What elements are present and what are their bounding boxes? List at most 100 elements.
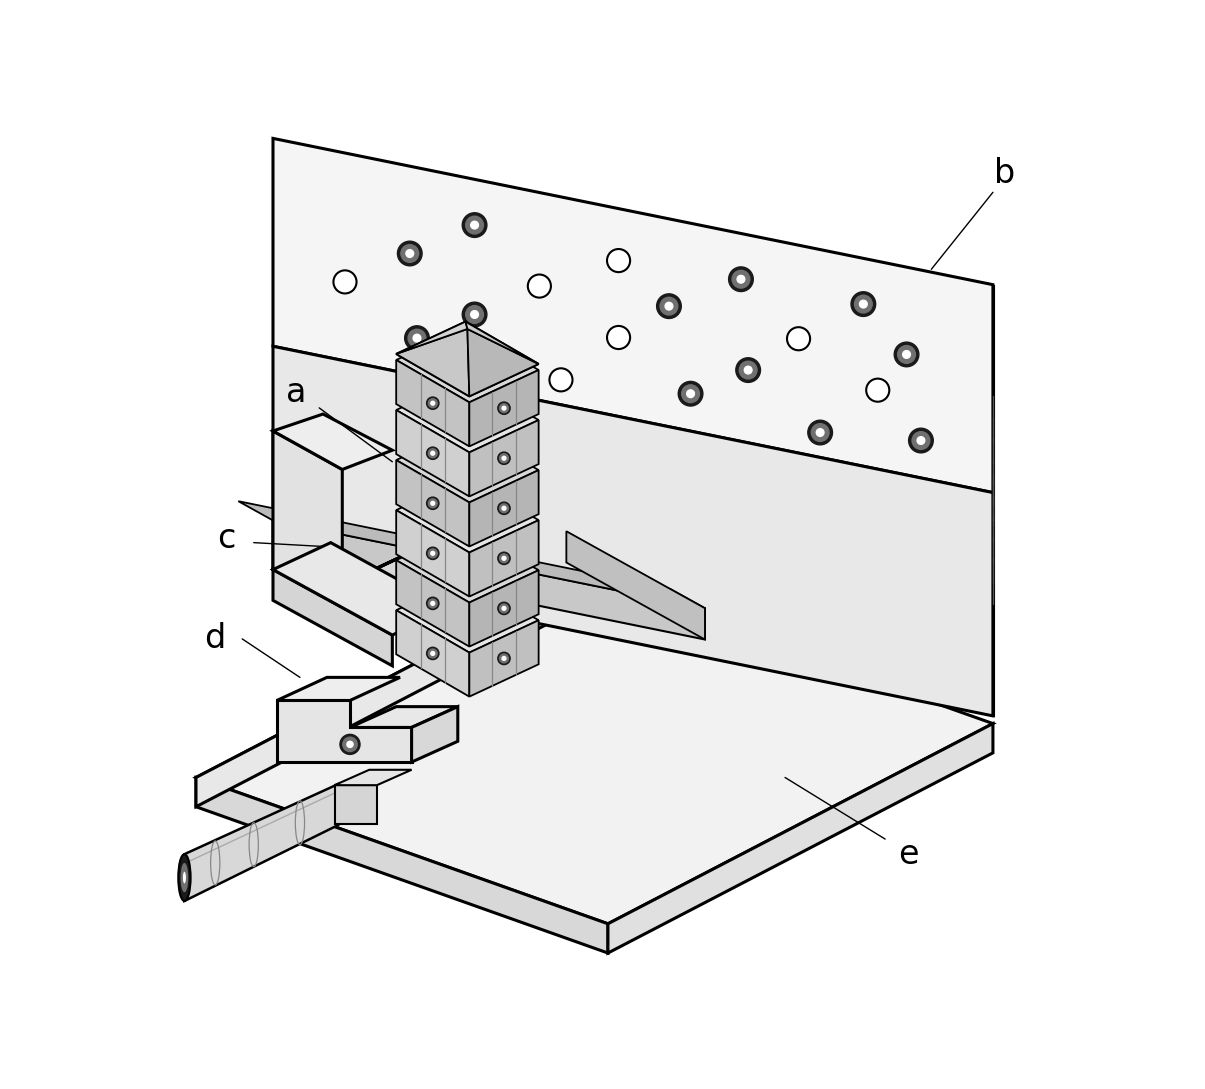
Circle shape [401, 245, 418, 262]
Circle shape [729, 267, 753, 292]
Ellipse shape [181, 862, 188, 892]
Polygon shape [196, 778, 609, 953]
Polygon shape [396, 321, 468, 354]
Polygon shape [274, 138, 993, 492]
Circle shape [463, 302, 487, 327]
Circle shape [657, 294, 681, 318]
Circle shape [500, 554, 509, 563]
Circle shape [340, 734, 360, 755]
Polygon shape [349, 707, 458, 727]
Circle shape [498, 452, 510, 464]
Circle shape [471, 310, 478, 318]
Circle shape [678, 381, 703, 406]
Circle shape [502, 556, 506, 560]
Circle shape [898, 345, 916, 364]
Polygon shape [396, 578, 539, 652]
Polygon shape [274, 521, 705, 639]
Circle shape [687, 390, 694, 397]
Circle shape [502, 607, 506, 610]
Circle shape [740, 362, 757, 379]
Polygon shape [396, 329, 469, 396]
Circle shape [428, 499, 437, 507]
Circle shape [909, 428, 933, 453]
Polygon shape [335, 785, 377, 823]
Text: d: d [205, 623, 225, 656]
Circle shape [894, 342, 919, 367]
Circle shape [427, 397, 439, 409]
Circle shape [406, 249, 413, 257]
Polygon shape [396, 528, 539, 602]
Text: e: e [898, 837, 918, 871]
Circle shape [431, 451, 435, 455]
Circle shape [428, 599, 437, 608]
Circle shape [431, 551, 435, 555]
Circle shape [427, 497, 439, 510]
Circle shape [413, 334, 421, 342]
Circle shape [465, 306, 483, 323]
Circle shape [427, 647, 439, 660]
Circle shape [660, 297, 678, 315]
Circle shape [498, 652, 510, 664]
Circle shape [428, 449, 437, 457]
Circle shape [903, 351, 911, 358]
Circle shape [498, 502, 510, 514]
Circle shape [471, 221, 478, 229]
Circle shape [737, 276, 745, 283]
Circle shape [465, 217, 483, 234]
Circle shape [342, 737, 357, 751]
Polygon shape [274, 542, 451, 635]
Circle shape [807, 420, 833, 444]
Polygon shape [468, 329, 539, 396]
Circle shape [682, 384, 699, 403]
Polygon shape [342, 539, 439, 608]
Polygon shape [609, 723, 993, 953]
Circle shape [549, 368, 572, 391]
Circle shape [431, 401, 435, 405]
Polygon shape [412, 707, 458, 762]
Polygon shape [274, 414, 393, 469]
Circle shape [607, 326, 630, 350]
Circle shape [502, 456, 506, 461]
Polygon shape [396, 428, 539, 502]
Polygon shape [469, 621, 539, 697]
Polygon shape [396, 510, 469, 597]
Polygon shape [469, 370, 539, 446]
Circle shape [502, 406, 506, 411]
Circle shape [500, 404, 509, 413]
Polygon shape [469, 521, 539, 597]
Polygon shape [469, 470, 539, 547]
Circle shape [428, 549, 437, 558]
Polygon shape [335, 770, 412, 785]
Circle shape [498, 552, 510, 564]
Ellipse shape [178, 854, 190, 901]
Circle shape [431, 501, 435, 505]
Ellipse shape [183, 871, 186, 883]
Polygon shape [566, 531, 705, 639]
Circle shape [811, 424, 829, 441]
Circle shape [427, 547, 439, 560]
Circle shape [431, 651, 435, 656]
Polygon shape [396, 328, 539, 402]
Circle shape [859, 301, 868, 308]
Circle shape [498, 402, 510, 414]
Circle shape [736, 358, 760, 382]
Circle shape [502, 657, 506, 660]
Circle shape [816, 429, 824, 437]
Polygon shape [465, 321, 539, 364]
Circle shape [854, 295, 872, 313]
Circle shape [428, 399, 437, 407]
Circle shape [607, 249, 630, 272]
Circle shape [428, 649, 437, 658]
Polygon shape [469, 420, 539, 497]
Circle shape [500, 604, 509, 613]
Circle shape [665, 303, 672, 310]
Polygon shape [196, 577, 581, 807]
Circle shape [745, 366, 752, 374]
Polygon shape [274, 570, 393, 665]
Polygon shape [239, 501, 705, 609]
Polygon shape [396, 378, 539, 452]
Polygon shape [184, 784, 339, 901]
Circle shape [398, 241, 422, 266]
Polygon shape [342, 524, 474, 585]
Polygon shape [396, 560, 469, 647]
